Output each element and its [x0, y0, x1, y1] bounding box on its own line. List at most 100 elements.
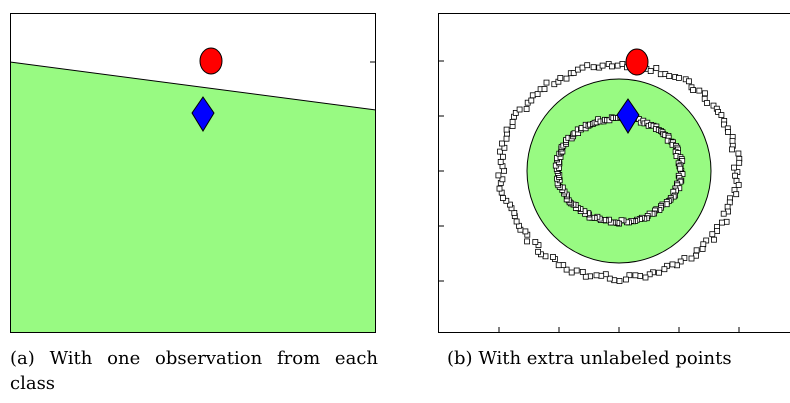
- unlabeled-point: [666, 73, 673, 79]
- unlabeled-point: [677, 165, 684, 172]
- unlabeled-point: [582, 273, 589, 280]
- unlabeled-point: [710, 102, 717, 109]
- unlabeled-point: [731, 164, 737, 171]
- unlabeled-point: [696, 87, 703, 94]
- caption-b-label: (b): [447, 348, 473, 369]
- caption-a: (a) With one observation from each class: [10, 346, 378, 396]
- unlabeled-point: [555, 262, 562, 269]
- unlabeled-point: [503, 126, 510, 133]
- unlabeled-point: [523, 106, 530, 112]
- caption-b: (b) With extra unlabeled points: [447, 346, 790, 371]
- unlabeled-point: [529, 92, 536, 99]
- unlabeled-point: [570, 70, 577, 76]
- unlabeled-point: [584, 62, 591, 69]
- unlabeled-point: [590, 64, 597, 71]
- unlabeled-point: [513, 218, 520, 225]
- unlabeled-point: [614, 62, 621, 69]
- unlabeled-point: [681, 255, 688, 261]
- panel-a-svg: [10, 13, 376, 333]
- unlabeled-point: [557, 75, 564, 81]
- unlabeled-point: [653, 65, 660, 71]
- unlabeled-point: [690, 87, 697, 93]
- unlabeled-point: [735, 181, 742, 188]
- unlabeled-point: [499, 140, 505, 147]
- unlabeled-point: [725, 129, 732, 135]
- unlabeled-point: [495, 172, 502, 179]
- panel-a-decision-region: [10, 62, 376, 333]
- unlabeled-point: [735, 150, 742, 157]
- unlabeled-point: [535, 248, 541, 255]
- unlabeled-point: [723, 218, 730, 225]
- unlabeled-point: [507, 201, 513, 208]
- unlabeled-point: [568, 269, 575, 276]
- unlabeled-point: [704, 100, 710, 106]
- caption-a-label: (a): [10, 348, 35, 369]
- unlabeled-point: [516, 106, 523, 113]
- unlabeled-point: [598, 272, 605, 279]
- unlabeled-point: [718, 219, 725, 226]
- unlabeled-point: [714, 228, 720, 235]
- unlabeled-point: [524, 238, 530, 245]
- unlabeled-point: [632, 272, 639, 279]
- unlabeled-point: [656, 269, 662, 276]
- unlabeled-point: [701, 90, 708, 97]
- panel-b-diamond-marker: [616, 98, 640, 134]
- unlabeled-point: [699, 245, 706, 252]
- unlabeled-point: [579, 268, 586, 275]
- unlabeled-point: [693, 247, 700, 254]
- unlabeled-point: [606, 275, 613, 282]
- panel-b-unlabeled-points: [495, 60, 743, 284]
- unlabeled-point: [688, 255, 695, 262]
- panel-b-svg: [438, 13, 790, 333]
- unlabeled-point: [715, 109, 722, 115]
- unlabeled-point: [619, 61, 626, 67]
- panel-b-plot: [438, 13, 790, 333]
- unlabeled-point: [729, 138, 736, 144]
- unlabeled-point: [497, 158, 504, 165]
- unlabeled-point: [646, 271, 653, 278]
- panel-a-frame: [10, 13, 376, 333]
- unlabeled-point: [736, 159, 743, 166]
- unlabeled-point: [616, 278, 623, 284]
- unlabeled-point: [497, 148, 503, 155]
- unlabeled-point: [661, 266, 668, 273]
- unlabeled-point: [729, 146, 735, 153]
- caption-a-text: With one observation from each class: [10, 348, 378, 394]
- unlabeled-point: [563, 75, 570, 82]
- unlabeled-point: [543, 79, 550, 86]
- unlabeled-point: [710, 236, 717, 243]
- unlabeled-point: [563, 266, 570, 273]
- panel-b-decision-region: [526, 78, 712, 264]
- unlabeled-point: [599, 62, 606, 69]
- unlabeled-point: [718, 112, 725, 118]
- unlabeled-point: [500, 153, 506, 160]
- panel-b-circle-marker: [625, 48, 649, 76]
- unlabeled-point: [608, 63, 615, 70]
- unlabeled-point: [509, 119, 516, 125]
- unlabeled-point: [550, 254, 556, 260]
- unlabeled-point: [528, 97, 535, 104]
- unlabeled-point: [732, 172, 739, 179]
- unlabeled-point: [496, 185, 503, 192]
- unlabeled-point: [642, 274, 649, 281]
- unlabeled-point: [622, 276, 629, 283]
- panel-a-decision-boundary: [10, 61, 376, 111]
- unlabeled-point: [733, 191, 740, 198]
- unlabeled-point: [499, 176, 506, 183]
- unlabeled-point: [724, 203, 731, 210]
- panel-b-frame: [438, 13, 790, 333]
- unlabeled-point: [541, 86, 548, 92]
- unlabeled-point: [573, 267, 580, 274]
- unlabeled-point: [512, 110, 519, 116]
- unlabeled-point: [647, 68, 654, 74]
- panel-a-plot: [10, 13, 376, 333]
- unlabeled-point: [511, 209, 518, 216]
- caption-b-text: With extra unlabeled points: [478, 348, 732, 369]
- unlabeled-point: [721, 121, 727, 128]
- unlabeled-point: [626, 272, 633, 279]
- unlabeled-point: [709, 231, 716, 238]
- unlabeled-point: [685, 78, 692, 85]
- unlabeled-point: [579, 64, 586, 71]
- unlabeled-point: [593, 272, 600, 279]
- unlabeled-point: [503, 135, 510, 142]
